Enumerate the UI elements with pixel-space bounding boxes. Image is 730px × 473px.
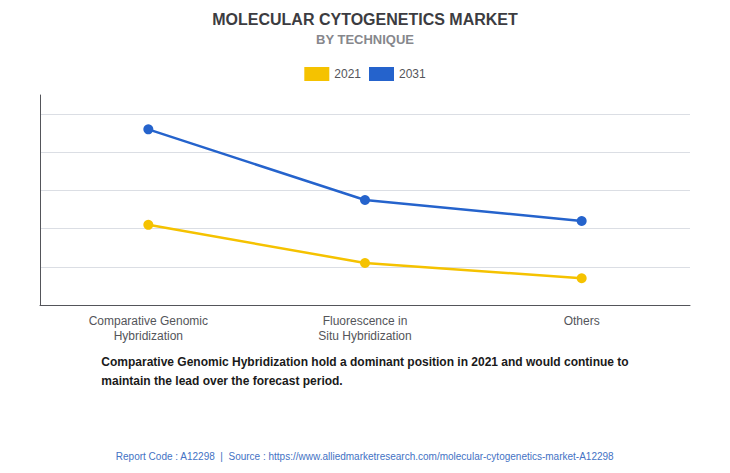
svg-text:2021: 2021 xyxy=(334,67,361,81)
svg-text:Comparative Genomic: Comparative Genomic xyxy=(89,314,208,328)
svg-text:Report Code : A12298 | Sourc: Report Code : A12298 | Source : https://… xyxy=(116,451,614,462)
svg-text:MOLECULAR CYTOGENETICS MARKET: MOLECULAR CYTOGENETICS MARKET xyxy=(212,11,518,28)
svg-text:2031: 2031 xyxy=(399,67,426,81)
svg-text:Situ Hybridization: Situ Hybridization xyxy=(318,329,411,343)
svg-text:Others: Others xyxy=(564,314,600,328)
svg-text:Comparative Genomic Hybridizat: Comparative Genomic Hybridization hold a… xyxy=(101,355,628,369)
svg-text:maintain the lead over the for: maintain the lead over the forecast peri… xyxy=(101,374,342,388)
svg-text:BY TECHNIQUE: BY TECHNIQUE xyxy=(316,32,414,47)
svg-text:Hybridization: Hybridization xyxy=(114,329,183,343)
svg-text:Fluorescence in: Fluorescence in xyxy=(323,314,408,328)
